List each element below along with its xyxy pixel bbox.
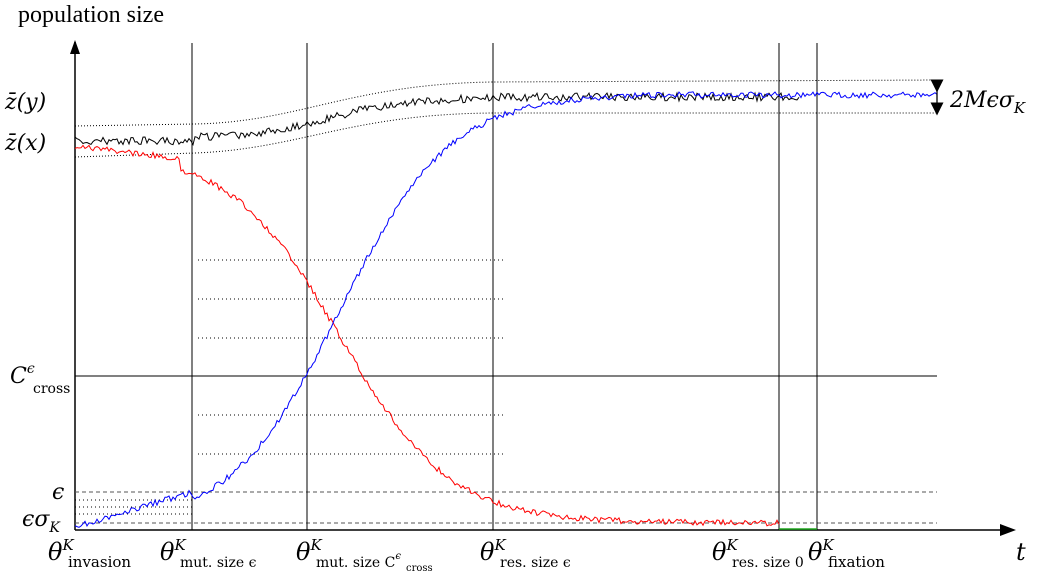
y-label-eps-sigma: ϵσK	[22, 507, 61, 536]
x-label-theta-invasion: θK invasion	[48, 536, 131, 571]
resident-population-curve	[74, 144, 780, 527]
low-level-marks	[75, 499, 195, 515]
band-upper-bound	[74, 79, 938, 127]
y-label-z-x: z̄(x)	[4, 131, 46, 156]
mutant-population-curve	[74, 91, 938, 528]
band-lower-bound	[74, 112, 937, 158]
y-label-epsilon: ϵ	[52, 480, 64, 505]
x-axis-arrow-icon	[1000, 524, 1016, 536]
y-label-c-cross: Cϵ cross	[10, 361, 70, 397]
y-axis-arrow-icon	[70, 40, 80, 54]
y-label-z-y: z̄(y)	[4, 90, 46, 115]
x-label-theta-fixation: θK fixation	[808, 536, 885, 571]
total-population-curve	[74, 91, 800, 146]
band-width-label: 2MϵσK	[949, 88, 1026, 117]
x-label-theta-mut-ccross: θK mut. size Cϵcross	[296, 536, 433, 574]
x-label-theta-res-eps: θK res. size ϵ	[480, 536, 571, 571]
x-label-theta-res-0: θK res. size 0	[712, 536, 804, 571]
y-axis-title: population size	[18, 2, 164, 28]
x-label-theta-mut-eps: θK mut. size ϵ	[160, 536, 257, 571]
x-axis-title: t	[1016, 538, 1026, 566]
intermediate-level-marks	[198, 259, 503, 455]
